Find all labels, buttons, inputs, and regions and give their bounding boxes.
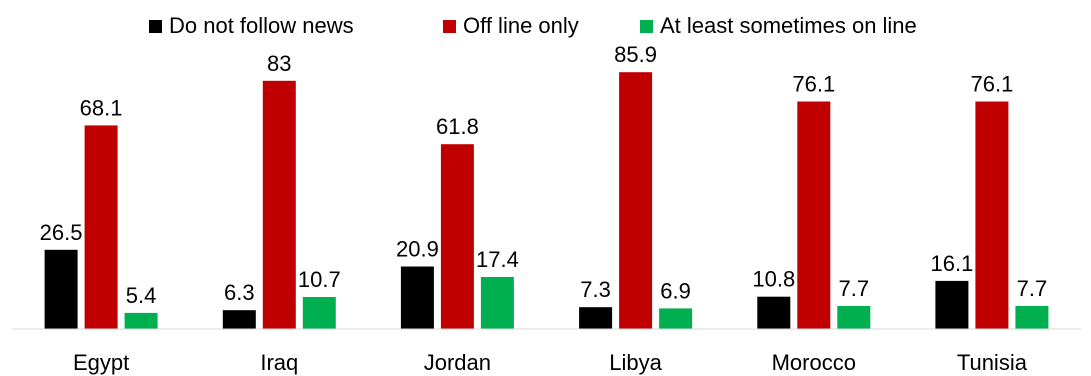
data-labels: 26.5 68.1 5.4 6.3 83 10.7 20.9 61.8 17.4 7.3 85.9 6…: [40, 42, 1048, 308]
data-label-libya-do-not-follow-news: 7.3: [580, 277, 611, 302]
legend-label-do-not-follow-news: Do not follow news: [169, 13, 354, 38]
bars: [44, 72, 1049, 330]
bar-morocco-do-not-follow-news: [757, 296, 791, 329]
data-label-egypt-off-line-only: 68.1: [80, 95, 123, 120]
legend-swatch-do-not-follow-news: [149, 20, 162, 33]
data-label-morocco-at-least-sometimes-on-line: 7.7: [839, 276, 870, 301]
x-tick-label-tunisia: Tunisia: [957, 350, 1028, 375]
bar-egypt-at-least-sometimes-on-line: [124, 312, 158, 329]
bar-tunisia-at-least-sometimes-on-line: [1015, 306, 1049, 329]
bar-jordan-off-line-only: [440, 144, 474, 329]
bar-morocco-off-line-only: [797, 101, 831, 329]
legend-swatch-at-least-sometimes-on-line: [640, 20, 653, 33]
data-label-egypt-do-not-follow-news: 26.5: [40, 220, 83, 245]
legend: Do not follow news Off line only At least …: [149, 13, 917, 38]
x-tick-label-libya: Libya: [609, 350, 662, 375]
data-label-libya-off-line-only: 85.9: [614, 42, 657, 67]
bar-iraq-do-not-follow-news: [222, 310, 256, 329]
data-label-tunisia-do-not-follow-news: 16.1: [930, 251, 973, 276]
data-label-morocco-off-line-only: 76.1: [792, 72, 835, 97]
data-label-jordan-at-least-sometimes-on-line: 17.4: [476, 247, 519, 272]
x-tick-label-jordan: Jordan: [424, 350, 491, 375]
bar-tunisia-off-line-only: [975, 101, 1009, 329]
data-label-jordan-do-not-follow-news: 20.9: [396, 237, 439, 262]
x-tick-label-morocco: Morocco: [772, 350, 856, 375]
bar-libya-at-least-sometimes-on-line: [659, 308, 693, 329]
x-tick-label-iraq: Iraq: [260, 350, 298, 375]
data-label-jordan-off-line-only: 61.8: [436, 114, 479, 139]
legend-label-off-line-only: Off line only: [463, 13, 579, 38]
x-axis-tick-labels: Egypt Iraq Jordan Libya Morocco Tunisia: [73, 350, 1028, 375]
bar-iraq-at-least-sometimes-on-line: [302, 297, 336, 329]
data-label-iraq-at-least-sometimes-on-line: 10.7: [298, 267, 341, 292]
data-label-iraq-off-line-only: 83: [267, 51, 291, 76]
bar-tunisia-do-not-follow-news: [935, 280, 969, 329]
bar-iraq-off-line-only: [262, 80, 296, 329]
bar-libya-do-not-follow-news: [579, 307, 613, 329]
bar-jordan-do-not-follow-news: [400, 266, 434, 329]
legend-swatch-off-line-only: [443, 20, 456, 33]
data-label-libya-at-least-sometimes-on-line: 6.9: [660, 278, 691, 303]
data-label-tunisia-at-least-sometimes-on-line: 7.7: [1017, 276, 1048, 301]
data-label-morocco-do-not-follow-news: 10.8: [752, 267, 795, 292]
bar-egypt-off-line-only: [84, 125, 118, 330]
data-label-iraq-do-not-follow-news: 6.3: [224, 280, 255, 305]
bar-morocco-at-least-sometimes-on-line: [837, 306, 871, 329]
data-label-egypt-at-least-sometimes-on-line: 5.4: [126, 283, 157, 308]
x-tick-label-egypt: Egypt: [73, 350, 129, 375]
bar-libya-off-line-only: [619, 72, 653, 329]
bar-jordan-at-least-sometimes-on-line: [480, 277, 514, 329]
legend-label-at-least-sometimes-on-line: At least sometimes on line: [660, 13, 917, 38]
bar-egypt-do-not-follow-news: [44, 249, 78, 329]
data-label-tunisia-off-line-only: 76.1: [970, 72, 1013, 97]
